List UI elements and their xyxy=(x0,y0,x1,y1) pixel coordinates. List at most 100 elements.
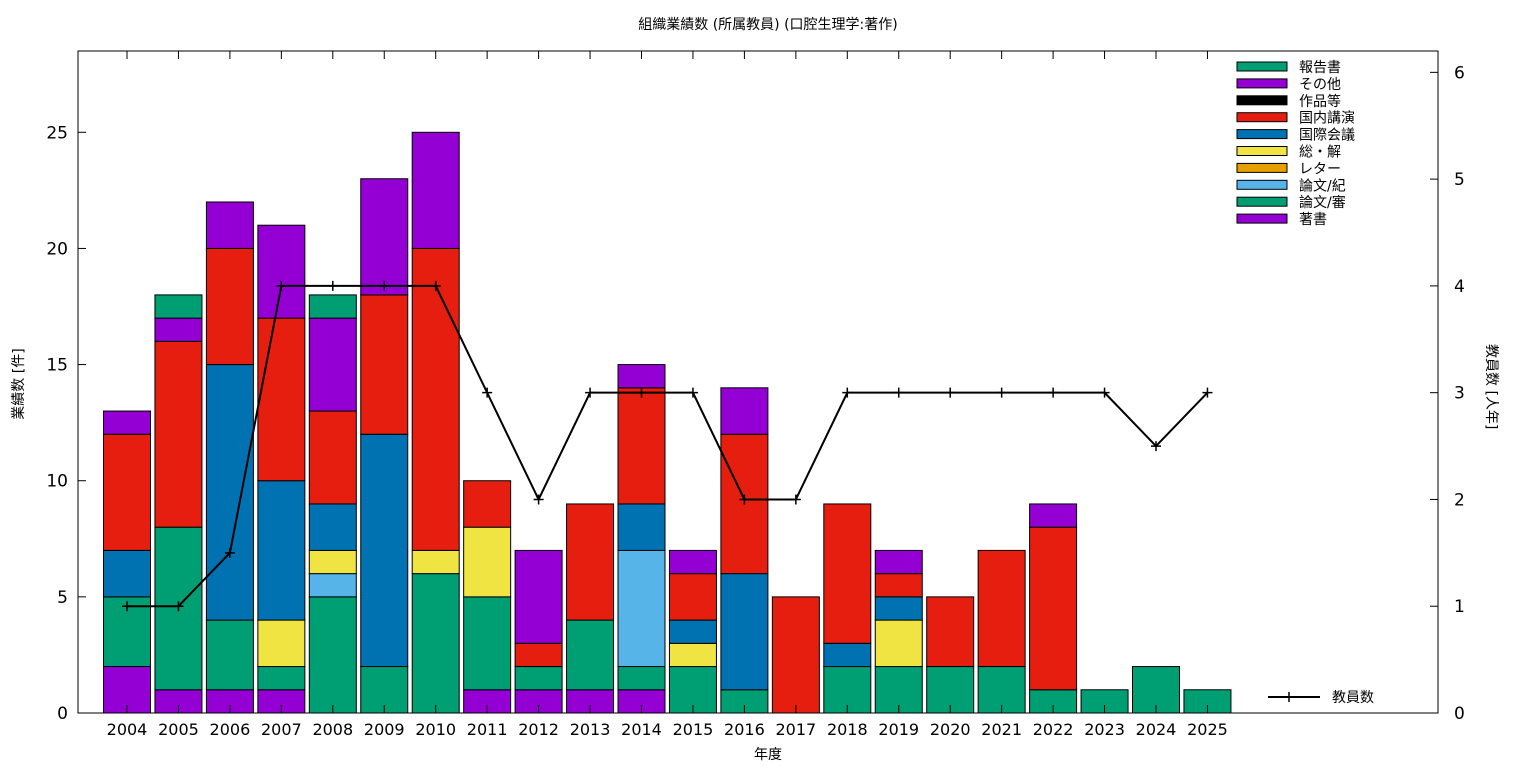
line-point xyxy=(945,387,956,398)
x-tick-label: 2024 xyxy=(1136,720,1177,739)
legend-label: レター xyxy=(1299,161,1341,177)
bar-segment xyxy=(205,247,254,366)
bar-segment xyxy=(257,224,306,319)
y2-tick-label: 5 xyxy=(1454,170,1465,190)
bar-segment xyxy=(617,364,666,389)
x-tick-label: 2007 xyxy=(261,720,302,739)
bar-segment xyxy=(154,317,203,342)
line-point xyxy=(842,387,853,398)
legend-label: 論文/紀 xyxy=(1299,178,1346,194)
legend-swatch xyxy=(1236,129,1288,140)
bar-segment xyxy=(103,410,151,435)
legend-label: 作品等 xyxy=(1299,93,1341,110)
x-tick-label: 2022 xyxy=(1033,720,1074,739)
bar-segment xyxy=(874,549,923,575)
legend-label: 国内講演 xyxy=(1299,111,1355,127)
line-point xyxy=(1151,441,1161,452)
bar-segment xyxy=(874,619,923,668)
x-tick-label: 2013 xyxy=(570,720,611,739)
bar-segment xyxy=(668,549,717,575)
line-point xyxy=(482,387,493,398)
x-tick-label: 2005 xyxy=(158,720,199,739)
bar-segment xyxy=(463,480,512,528)
bar-segment xyxy=(1029,503,1078,528)
y-tick-label: 15 xyxy=(46,356,68,376)
y-tick-label: 5 xyxy=(57,588,68,608)
bar-segment xyxy=(874,573,923,598)
bar-segment xyxy=(668,619,717,644)
bar-segment xyxy=(617,549,666,668)
bar-segment xyxy=(463,596,512,691)
bar-segment xyxy=(720,573,769,691)
x-tick-label: 2019 xyxy=(878,720,919,739)
bar-segment xyxy=(720,387,769,435)
line-point xyxy=(122,601,132,612)
line-point xyxy=(173,601,184,612)
line-point xyxy=(893,387,904,398)
line-point xyxy=(430,280,441,291)
bar-segment xyxy=(668,573,717,621)
legend-swatch xyxy=(1236,162,1288,173)
bar-segment xyxy=(771,596,820,714)
plot-frame xyxy=(77,50,1439,714)
bar-segment xyxy=(514,666,563,691)
bar-segment xyxy=(308,294,357,319)
bar-segment xyxy=(308,317,357,412)
bar-segment xyxy=(514,642,563,668)
x-axis-label: 年度 xyxy=(754,747,782,763)
bar-segment xyxy=(257,480,306,621)
x-tick-label: 2020 xyxy=(930,720,971,739)
y-tick-label: 0 xyxy=(57,704,68,724)
line-point xyxy=(327,280,338,291)
y-tick-label: 10 xyxy=(46,472,68,492)
bar-segment xyxy=(154,340,203,528)
bar-segment xyxy=(1029,526,1078,691)
legend-label: その他 xyxy=(1299,77,1341,93)
y2-tick-label: 1 xyxy=(1454,597,1465,617)
legend-swatch xyxy=(1236,213,1288,224)
bar-segment xyxy=(154,294,203,319)
bar-segment xyxy=(205,201,254,249)
x-tick-label: 2025 xyxy=(1187,720,1228,739)
line-point xyxy=(790,494,801,505)
bar-segment xyxy=(617,387,666,505)
line-point xyxy=(224,547,235,558)
bar-segment xyxy=(463,526,512,598)
bar-segment xyxy=(257,317,306,482)
bar-segment xyxy=(617,666,666,691)
x-tick-label: 2016 xyxy=(724,720,765,739)
legend-swatch xyxy=(1236,95,1288,106)
y2-tick-label: 0 xyxy=(1454,704,1465,724)
bar-segment xyxy=(411,573,460,714)
bar-segment xyxy=(514,549,563,644)
line-point xyxy=(379,280,390,291)
chart-title: 組織業績数 (所属教員) (口腔生理学:著作) xyxy=(638,17,898,33)
bar-segment xyxy=(308,596,357,714)
legend-label: 報告書 xyxy=(1299,60,1341,76)
bar-segment xyxy=(308,573,357,598)
bar-segment xyxy=(103,549,151,598)
x-tick-label: 2006 xyxy=(210,720,251,739)
line-point xyxy=(276,280,287,291)
x-tick-label: 2004 xyxy=(107,720,148,739)
line-series-teachers xyxy=(127,284,1209,608)
bar-segment xyxy=(308,549,357,575)
bar-segment xyxy=(566,503,615,621)
legend-label: 著書 xyxy=(1299,212,1327,228)
line-point xyxy=(1202,387,1213,398)
x-tick-label: 2010 xyxy=(415,720,456,739)
y2-tick-label: 2 xyxy=(1454,490,1465,510)
bar-segment xyxy=(977,549,1026,668)
bar-segment xyxy=(617,503,666,551)
bar-segment xyxy=(205,619,254,691)
legend-swatch xyxy=(1236,146,1288,156)
bar-segment xyxy=(257,666,306,691)
bar-segment xyxy=(360,294,409,435)
legend-label: 論文/審 xyxy=(1299,195,1346,211)
bar-segment xyxy=(823,503,872,644)
bar-segment xyxy=(874,596,923,621)
y-tick-label: 20 xyxy=(46,239,68,259)
bar-segment xyxy=(257,619,306,668)
legend-label: 総・解 xyxy=(1299,145,1341,161)
bar-segment xyxy=(823,642,872,668)
